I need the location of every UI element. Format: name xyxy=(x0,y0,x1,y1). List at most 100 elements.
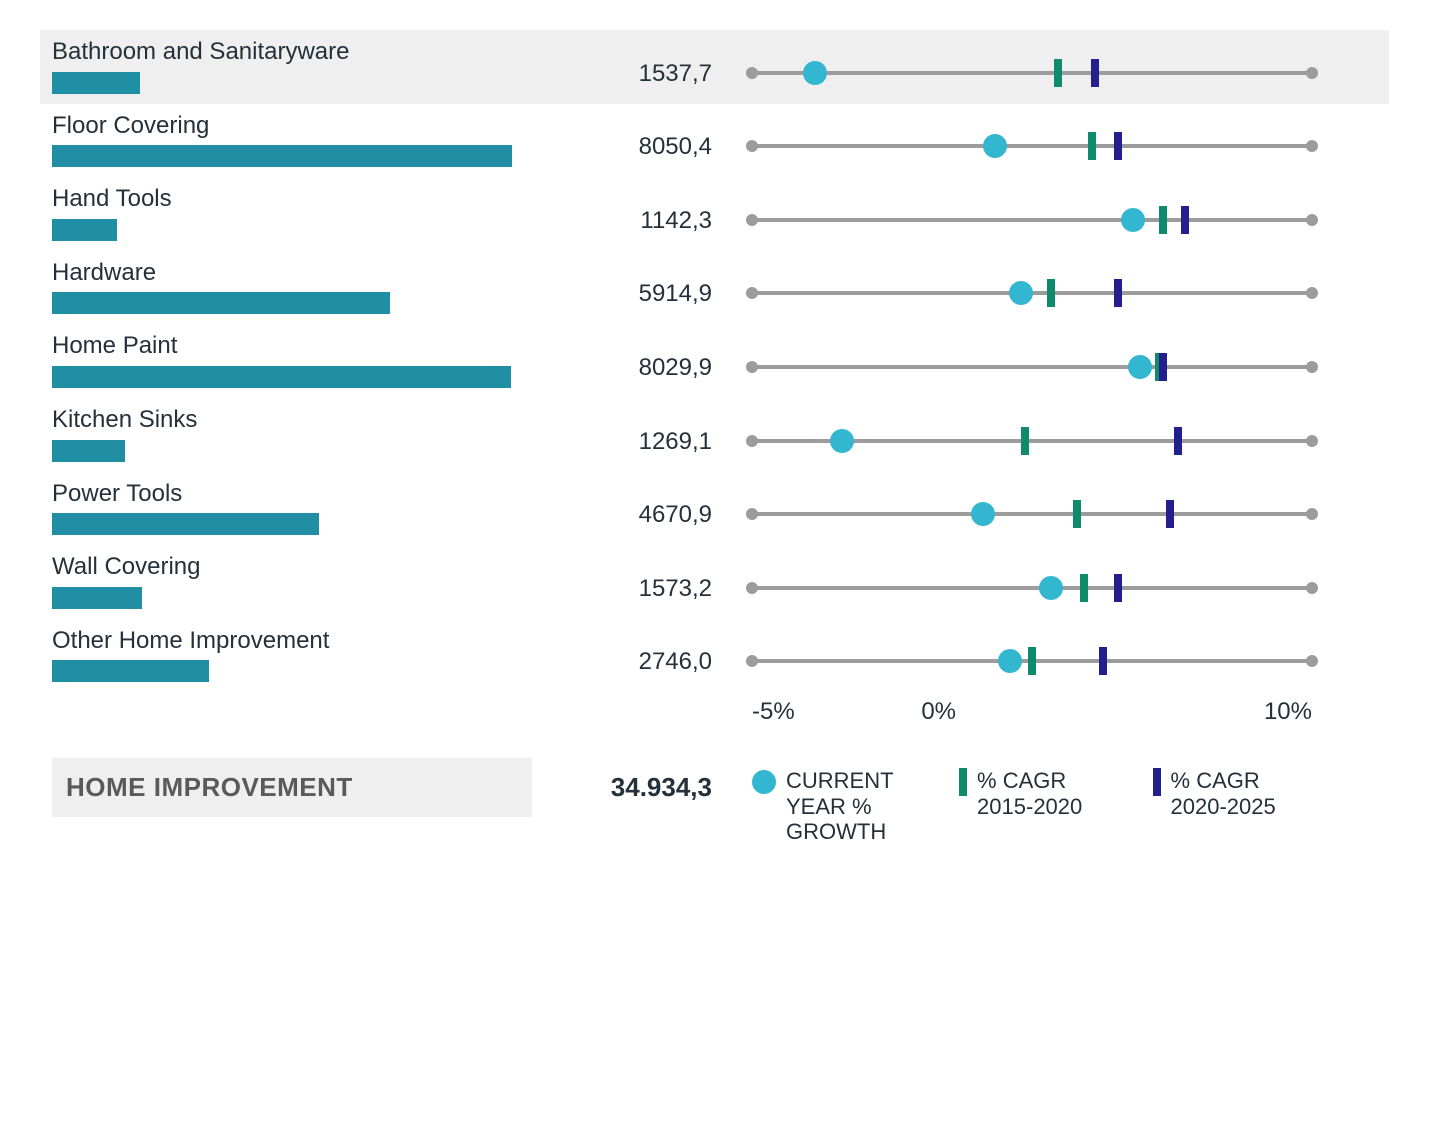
growth-range xyxy=(752,426,1312,456)
category-label: Hand Tools xyxy=(52,185,532,213)
range-endpoint-icon xyxy=(746,508,758,520)
range-endpoint-icon xyxy=(746,435,758,447)
range-axis-line xyxy=(752,512,1312,516)
bar-fill xyxy=(52,587,142,609)
current-growth-dot-icon xyxy=(1121,208,1145,232)
growth-range xyxy=(752,499,1312,529)
bar-track xyxy=(52,219,512,241)
axis-tick-label: 0% xyxy=(921,698,956,726)
growth-range xyxy=(752,352,1312,382)
cagr2-tick-icon xyxy=(1166,500,1174,528)
range-axis-line xyxy=(752,218,1312,222)
current-growth-dot-icon xyxy=(1039,576,1063,600)
row-value: 1142,3 xyxy=(572,185,712,241)
range-endpoint-icon xyxy=(746,67,758,79)
legend-item-cagr1: % CAGR 2015-2020 xyxy=(959,768,1118,819)
range-axis: -5%0%10% xyxy=(752,698,1312,734)
range-endpoint-icon xyxy=(1306,140,1318,152)
category-label: Other Home Improvement xyxy=(52,627,532,655)
table-row: Hand Tools 1142,3 xyxy=(40,177,1389,251)
growth-range xyxy=(752,646,1312,676)
cagr1-tick-icon xyxy=(1088,132,1096,160)
row-left-cell: Bathroom and Sanitaryware xyxy=(52,38,532,94)
bar-fill xyxy=(52,440,125,462)
range-endpoint-icon xyxy=(1306,582,1318,594)
category-rows: Bathroom and Sanitaryware 1537,7 Floor Cov… xyxy=(40,30,1389,692)
range-endpoint-icon xyxy=(1306,508,1318,520)
bar-track xyxy=(52,440,512,462)
legend-current-label: CURRENT YEAR % GROWTH xyxy=(786,768,925,844)
category-label: Kitchen Sinks xyxy=(52,406,532,434)
bar-fill xyxy=(52,292,390,314)
bar-fill xyxy=(52,366,511,388)
cagr2-tick-icon xyxy=(1114,574,1122,602)
bar-track xyxy=(52,72,512,94)
cagr1-tick-icon xyxy=(1073,500,1081,528)
range-axis-line xyxy=(752,71,1312,75)
growth-range xyxy=(752,278,1312,308)
range-axis-row: -5%0%10% xyxy=(40,692,1389,734)
bar-fill xyxy=(52,145,512,167)
legend-cagr1-label: % CAGR 2015-2020 xyxy=(977,768,1118,819)
table-row: Power Tools4670,9 xyxy=(40,472,1389,546)
range-endpoint-icon xyxy=(746,214,758,226)
row-left-cell: Home Paint xyxy=(52,332,532,388)
cagr1-tick-icon xyxy=(1159,206,1167,234)
range-endpoint-icon xyxy=(1306,361,1318,373)
footer: HOME IMPROVEMENT 34.934,3 CURRENT YEAR %… xyxy=(40,734,1389,854)
cagr1-tick-icon xyxy=(1028,647,1036,675)
bar-fill xyxy=(52,72,140,94)
range-cell xyxy=(752,185,1312,241)
row-left-cell: Floor Covering xyxy=(52,112,532,168)
range-cell xyxy=(752,627,1312,683)
category-label: Floor Covering xyxy=(52,112,532,140)
range-endpoint-icon xyxy=(1306,655,1318,667)
category-label: Wall Covering xyxy=(52,553,532,581)
bar-track xyxy=(52,660,512,682)
bar-fill xyxy=(52,660,209,682)
growth-range xyxy=(752,58,1312,88)
row-value: 8050,4 xyxy=(572,112,712,168)
axis-tick-label: -5% xyxy=(752,698,795,726)
row-value: 8029,9 xyxy=(572,332,712,388)
cagr2-tick-icon xyxy=(1091,59,1099,87)
row-value: 1537,7 xyxy=(572,38,712,94)
range-axis-line xyxy=(752,144,1312,148)
legend-cagr2-label: % CAGR 2020-2025 xyxy=(1171,768,1312,819)
range-endpoint-icon xyxy=(746,287,758,299)
row-left-cell: Hand Tools xyxy=(52,185,532,241)
legend: CURRENT YEAR % GROWTH % CAGR 2015-2020 %… xyxy=(752,758,1312,844)
current-growth-dot-icon xyxy=(830,429,854,453)
legend-item-current: CURRENT YEAR % GROWTH xyxy=(752,768,925,844)
range-endpoint-icon xyxy=(746,582,758,594)
range-cell xyxy=(752,553,1312,609)
range-endpoint-icon xyxy=(746,140,758,152)
cagr2-tick-icon xyxy=(1181,206,1189,234)
table-row: Floor Covering 8050,4 xyxy=(40,104,1389,178)
range-endpoint-icon xyxy=(1306,214,1318,226)
range-cell xyxy=(752,112,1312,168)
range-endpoint-icon xyxy=(1306,287,1318,299)
category-label: Power Tools xyxy=(52,480,532,508)
cagr1-tick-icon xyxy=(1054,59,1062,87)
current-growth-dot-icon xyxy=(803,61,827,85)
cagr1-tick-icon xyxy=(1047,279,1055,307)
row-value: 2746,0 xyxy=(572,627,712,683)
table-row: Home Paint 8029,9 xyxy=(40,324,1389,398)
row-value: 5914,9 xyxy=(572,259,712,315)
table-row: Kitchen Sinks1269,1 xyxy=(40,398,1389,472)
range-axis-line xyxy=(752,586,1312,590)
row-left-cell: Other Home Improvement xyxy=(52,627,532,683)
cagr2-tick-icon xyxy=(1114,279,1122,307)
row-left-cell: Hardware xyxy=(52,259,532,315)
range-axis-line xyxy=(752,365,1312,369)
bar-track xyxy=(52,513,512,535)
current-growth-dot-icon xyxy=(1009,281,1033,305)
cagr1-tick-icon xyxy=(1021,427,1029,455)
category-label: Hardware xyxy=(52,259,532,287)
range-cell xyxy=(752,332,1312,388)
current-growth-dot-icon xyxy=(971,502,995,526)
current-growth-dot-icon xyxy=(998,649,1022,673)
cagr1-tick-icon xyxy=(959,768,967,796)
total-label: HOME IMPROVEMENT xyxy=(52,758,532,817)
